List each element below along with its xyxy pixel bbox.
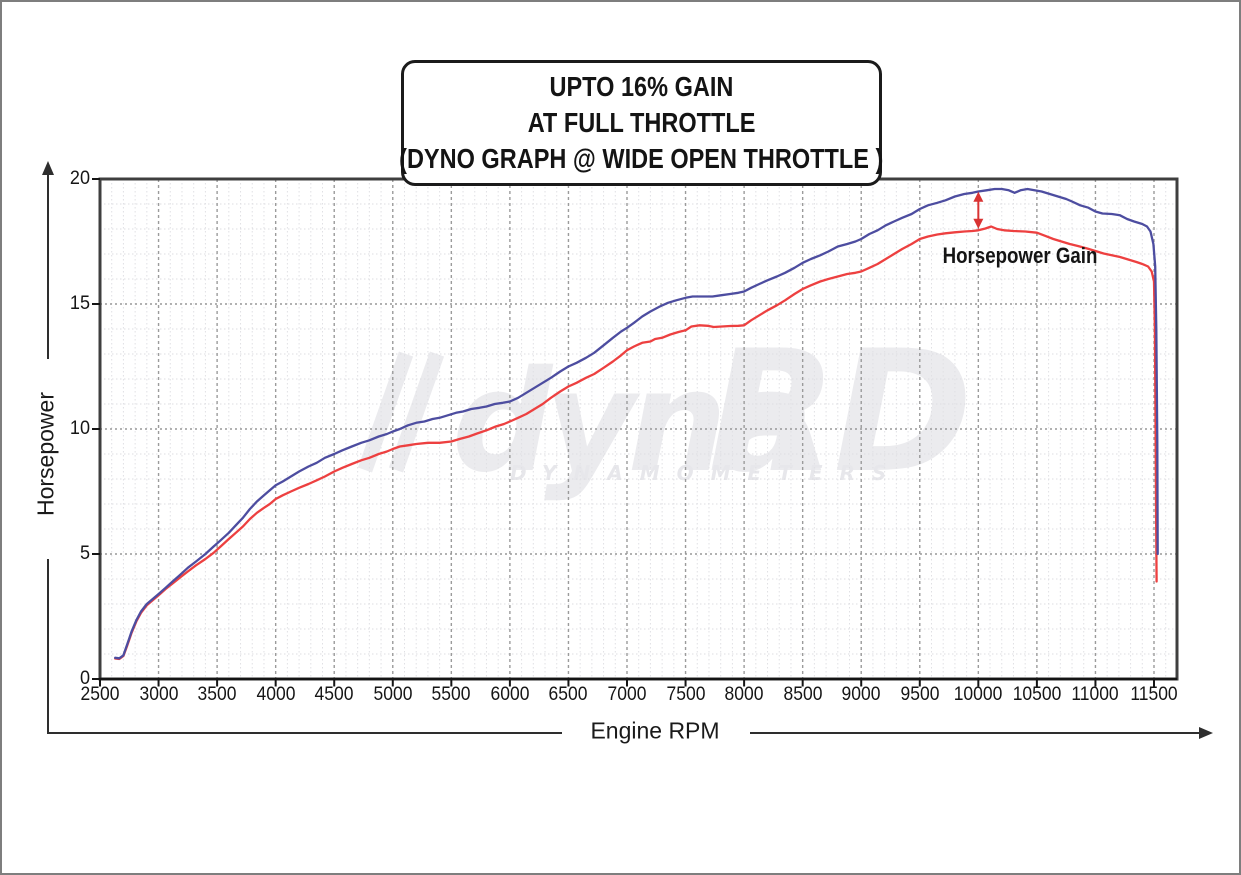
x-tick-label: 4500 (314, 684, 354, 705)
y-tick-label: 15 (69, 293, 90, 314)
x-tick-label: 10500 (1012, 684, 1062, 705)
x-tick-label: 3000 (139, 684, 178, 705)
dyno-curves (114, 187, 1159, 661)
red-curve (114, 225, 1158, 661)
x-tick-label: 11000 (1071, 684, 1120, 705)
x-tick-label: 8000 (724, 684, 764, 705)
axis-arrows (42, 161, 1213, 739)
title-line-3: (DYNO GRAPH @ WIDE OPEN THROTTLE ) (399, 143, 884, 174)
x-tick-label: 9500 (900, 684, 940, 705)
y-tick-label: 20 (69, 168, 90, 189)
x-tick-label: 6500 (548, 684, 588, 705)
watermark-subtitle-text: DYNAMOMETERS (510, 461, 903, 485)
x-tick-label: 9000 (841, 684, 881, 705)
gain-arrow-head-down (973, 218, 984, 229)
x-tick-label: 6000 (490, 684, 530, 705)
title-box: UPTO 16% GAIN AT FULL THROTTLE (DYNO GRA… (399, 60, 884, 186)
watermark-brand-text-2: RD (708, 314, 969, 510)
y-tick-label: 5 (79, 543, 90, 564)
x-tick-label: 7500 (666, 684, 705, 705)
x-axis-title: Engine RPM (590, 717, 720, 744)
blue-curve (114, 187, 1159, 660)
x-tick-label: 11500 (1130, 684, 1178, 705)
x-tick-label: 5500 (431, 684, 471, 705)
x-tick-label: 10000 (954, 684, 1003, 705)
y-tick-label: 10 (69, 418, 90, 439)
x-tick-label: 3500 (197, 684, 237, 705)
y-tick-label: 0 (79, 668, 90, 689)
gain-arrow (973, 191, 984, 229)
x-axis-arrowhead-icon (1199, 727, 1213, 739)
y-axis-arrowhead-icon (42, 161, 54, 175)
x-tick-label: 5000 (373, 684, 413, 705)
x-tick-label: 4000 (256, 684, 296, 705)
watermark-brand-text: dyna (452, 341, 806, 504)
horsepower-gain-label: Horsepower Gain (942, 243, 1098, 268)
title-line-1: UPTO 16% GAIN (549, 71, 734, 102)
gain-arrow-head-up (973, 191, 984, 202)
title-line-2: AT FULL THROTTLE (527, 107, 756, 138)
x-tick-label: 8500 (783, 684, 823, 705)
x-tick-label: 2500 (80, 684, 120, 705)
y-axis-title: Horsepower (32, 392, 59, 516)
x-tick-label: 7000 (607, 684, 647, 705)
gridlines (100, 179, 1177, 679)
